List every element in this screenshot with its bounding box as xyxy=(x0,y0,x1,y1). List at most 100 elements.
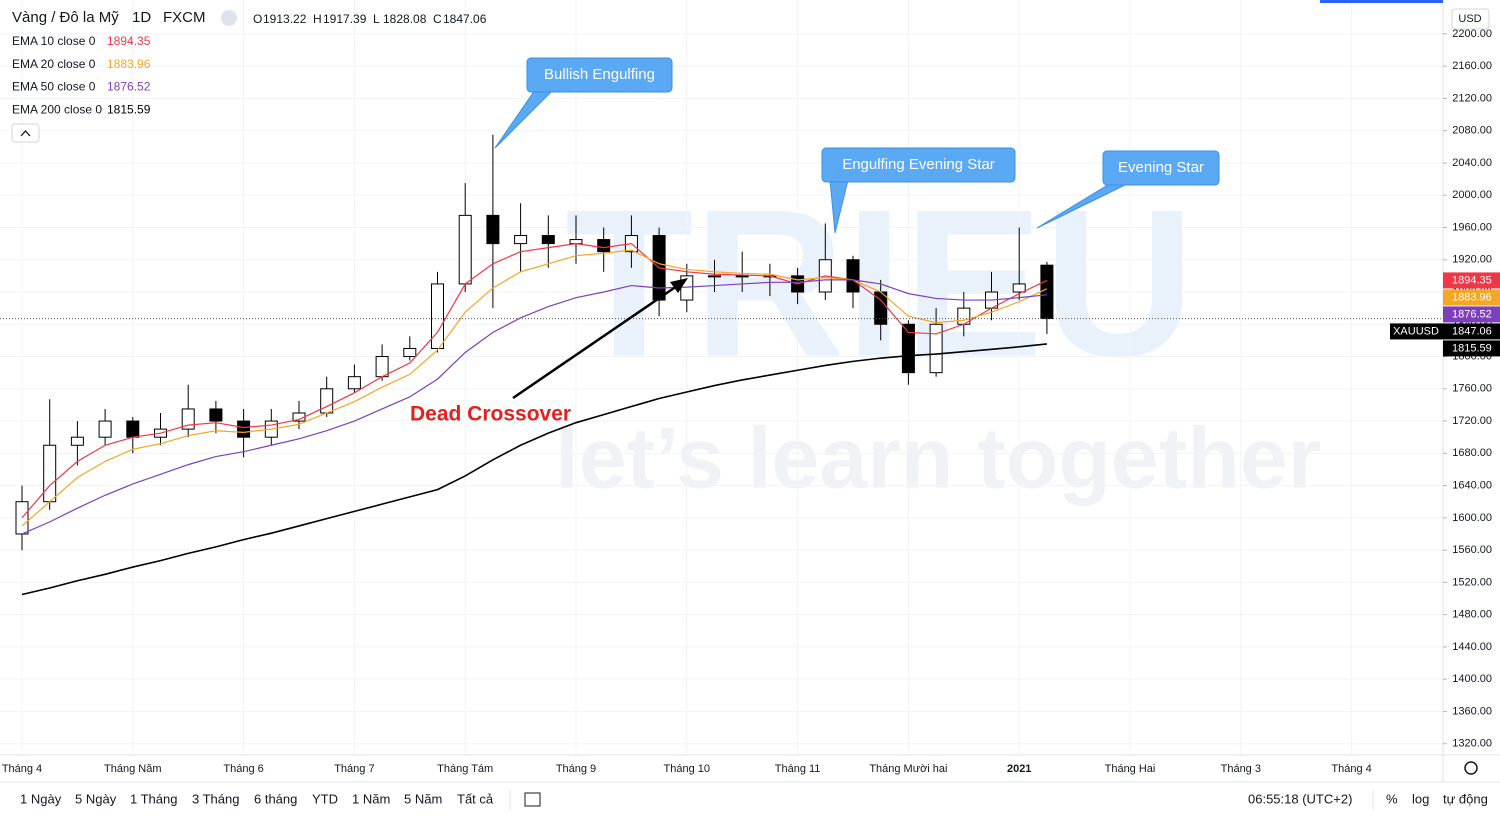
y-tick-label: 1400.00 xyxy=(1452,673,1492,685)
ohlc-value: 1917.39 xyxy=(323,12,367,26)
callout-box xyxy=(821,147,1016,183)
annotations: Bullish Engulfing Engulfing Evening Star E… xyxy=(410,57,1220,426)
price-tag xyxy=(1443,289,1500,306)
legend: Vàng / Đô la Mỹ 1D FXCM O 1913.22 H 1917.39… xyxy=(11,9,487,143)
y-tick-label: 1360.00 xyxy=(1452,705,1492,717)
callout-box xyxy=(526,57,673,93)
candle-body xyxy=(237,420,251,438)
price-tag xyxy=(1443,340,1500,357)
candle-body xyxy=(1012,283,1026,293)
x-tick-label: Tháng Mười hai xyxy=(869,763,947,775)
ohlc-label: H xyxy=(313,12,322,26)
currency: USD xyxy=(1458,13,1481,25)
range-button[interactable]: 3 Tháng xyxy=(192,791,239,806)
ohlc-value: 1847.06 xyxy=(443,12,487,26)
candle-body xyxy=(98,420,112,438)
legend-value: 1894.35 xyxy=(107,34,151,48)
price-tag-label: 1894.35 xyxy=(1452,274,1492,286)
legend-value: 1876.52 xyxy=(107,80,151,94)
range-button[interactable]: 5 Ngày xyxy=(75,791,117,806)
y-tick-label: 1320.00 xyxy=(1452,738,1492,750)
candle-body xyxy=(347,376,361,390)
status-icon[interactable] xyxy=(221,10,237,26)
y-tick-label: 2120.00 xyxy=(1452,92,1492,104)
currency-box[interactable] xyxy=(1451,8,1490,30)
candle-body xyxy=(209,408,223,422)
legend-name: EMA 20 close 0 xyxy=(12,57,96,71)
arrow-line xyxy=(512,284,678,400)
symbol-tag-label: XAUUSD xyxy=(1393,325,1439,337)
x-tick-label: 2021 xyxy=(1007,763,1031,775)
x-tick-label: Tháng 11 xyxy=(775,763,821,775)
candle-body xyxy=(708,275,721,278)
range-button[interactable]: 5 Năm xyxy=(404,791,442,806)
range-button[interactable]: 1 Ngày xyxy=(20,791,62,806)
callout-text: Engulfing Evening Star xyxy=(842,156,995,173)
x-tick-label: Tháng 10 xyxy=(664,763,710,775)
settings-icon[interactable] xyxy=(1464,761,1478,775)
plot xyxy=(0,134,1443,596)
callout-text: Evening Star xyxy=(1118,159,1204,176)
ema-line xyxy=(21,279,1047,535)
range-button[interactable]: 6 tháng xyxy=(254,791,297,806)
legend-name: EMA 10 close 0 xyxy=(12,34,96,48)
price-tag-label: 1815.59 xyxy=(1452,342,1492,354)
candle-body xyxy=(846,259,860,293)
ema-line xyxy=(21,242,1048,519)
y-tick-label: 1720.00 xyxy=(1452,415,1492,427)
y-tick-label: 2080.00 xyxy=(1452,125,1492,137)
ema-line xyxy=(21,343,1047,596)
y-tick-label: 2200.00 xyxy=(1452,28,1492,40)
interval: 1D xyxy=(132,9,151,26)
scale-option[interactable]: % xyxy=(1386,791,1398,806)
x-tick-label: Tháng Năm xyxy=(104,763,161,775)
collapse-button[interactable] xyxy=(11,123,40,143)
range-button[interactable]: 1 Tháng xyxy=(130,791,177,806)
y-tick-label: 2000.00 xyxy=(1452,189,1492,201)
top-bar xyxy=(1320,0,1443,3)
scale-option[interactable]: log xyxy=(1412,791,1429,806)
candle-body xyxy=(735,275,749,278)
legend-value: 1883.96 xyxy=(107,57,151,71)
candle-body xyxy=(43,444,57,503)
range-button[interactable]: 1 Năm xyxy=(352,791,390,806)
y-tick-label: 1960.00 xyxy=(1452,221,1492,233)
candle-body xyxy=(403,347,417,358)
grid xyxy=(0,0,1443,755)
price-tag-label: 1847.06 xyxy=(1452,325,1492,337)
y-tick-label: 1600.00 xyxy=(1452,512,1492,524)
ohlc-value: 1913.22 xyxy=(263,12,307,26)
chevron xyxy=(20,130,31,137)
title: Vàng / Đô la Mỹ xyxy=(12,9,119,26)
candle-body xyxy=(901,323,915,374)
x-tick-label: Tháng 4 xyxy=(1331,763,1371,775)
price-tag xyxy=(1443,306,1500,323)
y-tick-label: 1640.00 xyxy=(1452,479,1492,491)
ema-line xyxy=(21,249,1048,527)
price-tag-label: 1876.52 xyxy=(1452,308,1492,320)
ohlc-value: 1828.08 xyxy=(383,12,427,26)
candle-body xyxy=(1040,264,1054,320)
watermark: TRIEU let’s learn together xyxy=(555,165,1321,506)
y-tick-label: 1760.00 xyxy=(1452,383,1492,395)
y-tick-label: 1560.00 xyxy=(1452,544,1492,556)
candle-body xyxy=(431,283,444,349)
callout-text: Bullish Engulfing xyxy=(544,66,655,83)
watermark-text: TRIEU xyxy=(565,165,1195,400)
range-button[interactable]: YTD xyxy=(312,791,338,806)
ohlc-label: O xyxy=(253,12,262,26)
y-tick-label: 1520.00 xyxy=(1452,576,1492,588)
scale-option[interactable]: tự động xyxy=(1443,791,1488,806)
candle-body xyxy=(320,388,334,414)
calendar-icon[interactable] xyxy=(524,792,541,807)
legend-value: 1815.59 xyxy=(107,102,151,116)
callout-box xyxy=(1102,150,1220,186)
candle-body xyxy=(458,214,472,285)
x-tick-label: Tháng 9 xyxy=(556,763,596,775)
price-tag xyxy=(1443,272,1500,289)
arrow-head xyxy=(670,278,688,293)
range-button[interactable]: Tất cả xyxy=(457,791,494,806)
candle-body xyxy=(181,408,195,430)
